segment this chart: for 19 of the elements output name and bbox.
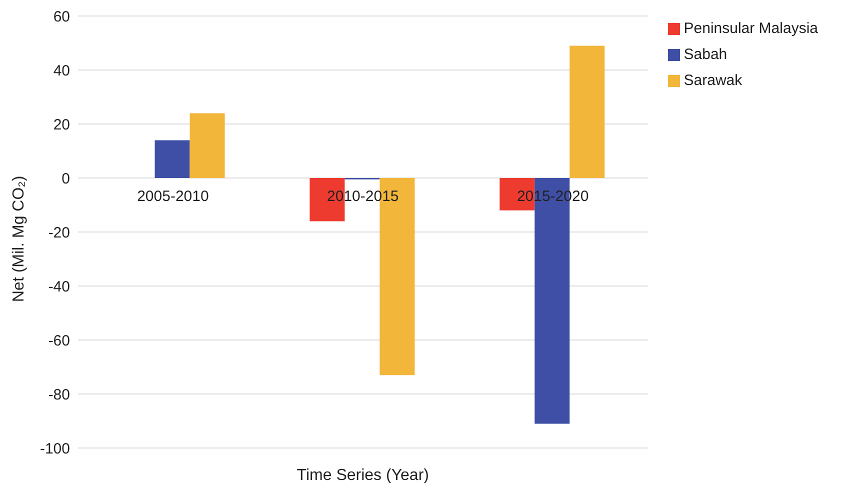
y-tick-label: 20 [53,116,70,134]
y-axis-title: Net (Mil. Mg CO₂) [10,176,28,302]
y-tick-label: -100 [40,440,70,458]
y-tick-label: 40 [53,62,70,80]
legend-label: Sarawak [684,72,742,89]
y-tick-label: -60 [48,332,70,350]
y-tick-label: 0 [62,170,70,188]
y-tick-label: -20 [48,224,70,242]
y-tick-label: -40 [48,278,70,296]
bar [154,140,190,178]
x-tick-label: 2005-2010 [137,188,209,205]
bar [190,113,225,178]
legend-label: Peninsular Malaysia [684,20,818,37]
x-tick-label: 2015-2020 [516,188,589,205]
y-tick-label: 60 [53,8,70,26]
x-axis-title: Time Series (Year) [296,467,429,484]
bar [570,46,605,178]
y-tick-label: -80 [48,386,70,404]
legend-label: Sabah [684,46,728,63]
